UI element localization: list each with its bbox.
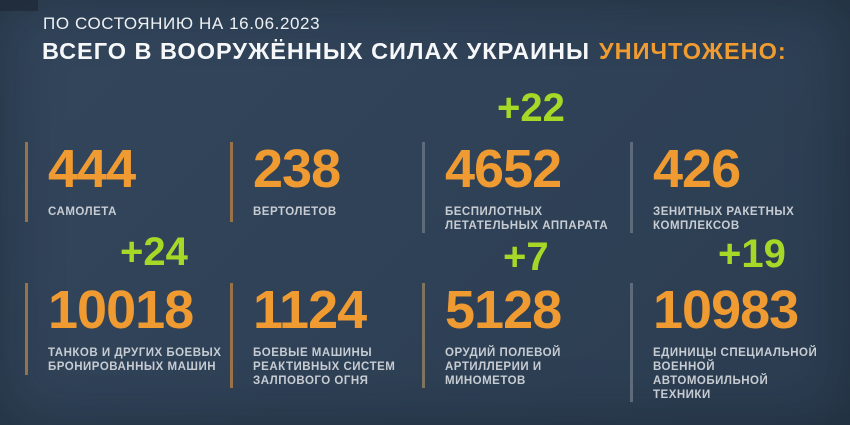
page-title: ВСЕГО В ВООРУЖЁННЫХ СИЛАХ УКРАИНЫ УНИЧТОЖ…	[42, 38, 787, 65]
title-accent: УНИЧТОЖЕНО:	[599, 38, 787, 64]
stat-value: 5128	[445, 280, 562, 340]
title-main: ВСЕГО В ВООРУЖЁННЫХ СИЛАХ УКРАИНЫ	[42, 38, 591, 64]
stat-aircraft: 444 САМОЛЕТА	[25, 142, 223, 222]
stat-label: САМОЛЕТА	[48, 206, 117, 218]
stat-value: 444	[48, 139, 136, 199]
stat-label: ЗЕНИТНЫХ РАКЕТНЫХ КОМПЛЕКСОВ	[653, 206, 795, 232]
stat-artillery: 5128 ОРУДИЙ ПОЛЕВОЙ АРТИЛЛЕРИИ И МИНОМЕТ…	[422, 283, 620, 388]
stat-label: БЕСПИЛОТНЫХ ЛЕТАТЕЛЬНЫХ АППАРАТА	[445, 206, 609, 232]
stat-label: ОРУДИЙ ПОЛЕВОЙ АРТИЛЛЕРИИ И МИНОМЕТОВ	[445, 347, 561, 387]
delta-artillery: +7	[503, 235, 549, 279]
stat-label: ЕДИНИЦЫ СПЕЦИАЛЬНОЙ ВОЕННОЙ АВТОМОБИЛЬНО…	[653, 347, 818, 401]
stat-military-vehicles: 10983 ЕДИНИЦЫ СПЕЦИАЛЬНОЙ ВОЕННОЙ АВТОМО…	[630, 283, 828, 402]
stat-tanks: 10018 ТАНКОВ И ДРУГИХ БОЕВЫХ БРОНИРОВАНН…	[25, 283, 223, 375]
corner-shade-decoration	[0, 0, 38, 11]
stat-uav: 4652 БЕСПИЛОТНЫХ ЛЕТАТЕЛЬНЫХ АППАРАТА	[422, 142, 620, 233]
stat-value: 426	[653, 139, 741, 199]
stat-value: 238	[253, 139, 341, 199]
delta-uav: +22	[497, 86, 565, 130]
stat-mlrs: 1124 БОЕВЫЕ МАШИНЫ РЕАКТИВНЫХ СИСТЕМ ЗАЛ…	[230, 283, 428, 388]
delta-military-vehicles: +19	[718, 232, 786, 276]
stat-value: 10983	[653, 280, 799, 340]
stat-value: 4652	[445, 139, 562, 199]
stat-value: 1124	[253, 280, 367, 340]
stat-value: 10018	[48, 280, 194, 340]
stat-air-defense: 426 ЗЕНИТНЫХ РАКЕТНЫХ КОМПЛЕКСОВ	[630, 142, 828, 233]
report-date: ПО СОСТОЯНИЮ НА 16.06.2023	[43, 14, 321, 33]
stat-label: БОЕВЫЕ МАШИНЫ РЕАКТИВНЫХ СИСТЕМ ЗАЛПОВОГ…	[253, 347, 396, 387]
stat-helicopters: 238 ВЕРТОЛЕТОВ	[230, 142, 428, 222]
stat-label: ВЕРТОЛЕТОВ	[253, 206, 337, 218]
delta-tanks: +24	[120, 230, 188, 274]
stat-label: ТАНКОВ И ДРУГИХ БОЕВЫХ БРОНИРОВАННЫХ МАШ…	[48, 347, 222, 373]
